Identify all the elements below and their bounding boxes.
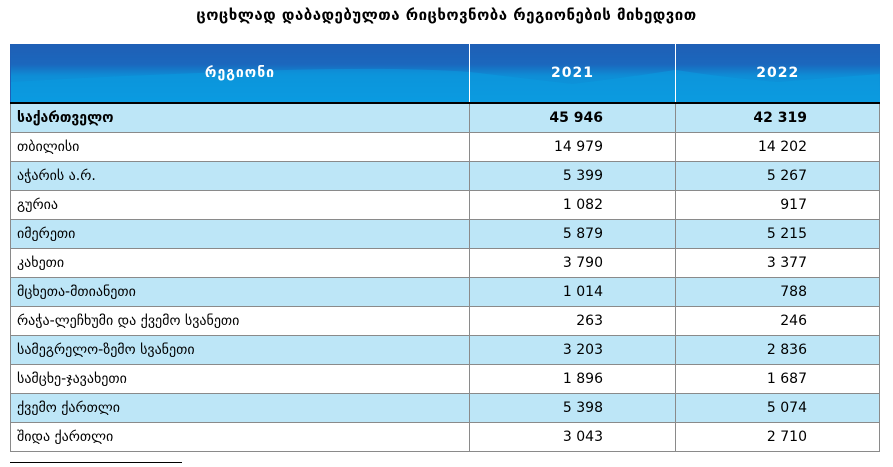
header-2022: 2022 <box>675 44 880 103</box>
value-2021-cell: 263 <box>469 306 676 336</box>
value-2022-cell: 5 074 <box>675 393 880 423</box>
value-2021-cell: 5 879 <box>469 219 676 249</box>
table-row-total: საქართველო 45 946 42 319 <box>10 102 880 133</box>
region-cell: ქვემო ქართლი <box>10 393 470 423</box>
table-row: კახეთი 3 790 3 377 <box>10 248 880 278</box>
table-row: ქვემო ქართლი 5 398 5 074 <box>10 393 880 423</box>
value-2022-cell: 917 <box>675 190 880 220</box>
region-cell: მცხეთა-მთიანეთი <box>10 277 470 307</box>
value-2021-cell: 1 082 <box>469 190 676 220</box>
value-2022-cell: 3 377 <box>675 248 880 278</box>
header-region: რეგიონი <box>10 44 470 103</box>
table-row: მცხეთა-მთიანეთი 1 014 788 <box>10 277 880 307</box>
region-cell: საქართველო <box>10 102 470 133</box>
table-row: სამცხე-ჯავახეთი 1 896 1 687 <box>10 364 880 394</box>
value-2022-cell: 42 319 <box>675 102 880 133</box>
table-row: იმერეთი 5 879 5 215 <box>10 219 880 249</box>
value-2021-cell: 1 896 <box>469 364 676 394</box>
value-2022-cell: 5 267 <box>675 161 880 191</box>
header-2021: 2021 <box>469 44 676 103</box>
value-2021-cell: 14 979 <box>469 132 676 162</box>
page-title: ცოცხლად დაბადებულთა რიცხოვნობა რეგიონები… <box>196 6 697 24</box>
value-2022-cell: 2 836 <box>675 335 880 365</box>
region-cell: აჭარის ა.რ. <box>10 161 470 191</box>
region-cell: კახეთი <box>10 248 470 278</box>
table-row: სამეგრელო-ზემო სვანეთი 3 203 2 836 <box>10 335 880 365</box>
table-row: აჭარის ა.რ. 5 399 5 267 <box>10 161 880 191</box>
footnote-divider <box>10 462 182 463</box>
table-row: თბილისი 14 979 14 202 <box>10 132 880 162</box>
region-cell: გურია <box>10 190 470 220</box>
table-row: გურია 1 082 917 <box>10 190 880 220</box>
value-2021-cell: 5 399 <box>469 161 676 191</box>
value-2021-cell: 1 014 <box>469 277 676 307</box>
table-row: შიდა ქართლი 3 043 2 710 <box>10 422 880 452</box>
value-2021-cell: 3 790 <box>469 248 676 278</box>
value-2021-cell: 45 946 <box>469 102 676 133</box>
region-cell: სამეგრელო-ზემო სვანეთი <box>10 335 470 365</box>
value-2022-cell: 1 687 <box>675 364 880 394</box>
value-2022-cell: 14 202 <box>675 132 880 162</box>
births-by-region-table: რეგიონი 2021 2022 საქართველო 45 946 42 319… <box>10 44 880 452</box>
region-cell: სამცხე-ჯავახეთი <box>10 364 470 394</box>
value-2021-cell: 3 043 <box>469 422 676 452</box>
region-cell: იმერეთი <box>10 219 470 249</box>
table-header-row: რეგიონი 2021 2022 <box>10 44 880 103</box>
value-2022-cell: 2 710 <box>675 422 880 452</box>
value-2022-cell: 788 <box>675 277 880 307</box>
region-cell: თბილისი <box>10 132 470 162</box>
region-cell: რაჭა-ლეჩხუმი და ქვემო სვანეთი <box>10 306 470 336</box>
value-2022-cell: 5 215 <box>675 219 880 249</box>
table-row: რაჭა-ლეჩხუმი და ქვემო სვანეთი 263 246 <box>10 306 880 336</box>
value-2021-cell: 5 398 <box>469 393 676 423</box>
region-cell: შიდა ქართლი <box>10 422 470 452</box>
value-2021-cell: 3 203 <box>469 335 676 365</box>
value-2022-cell: 246 <box>675 306 880 336</box>
